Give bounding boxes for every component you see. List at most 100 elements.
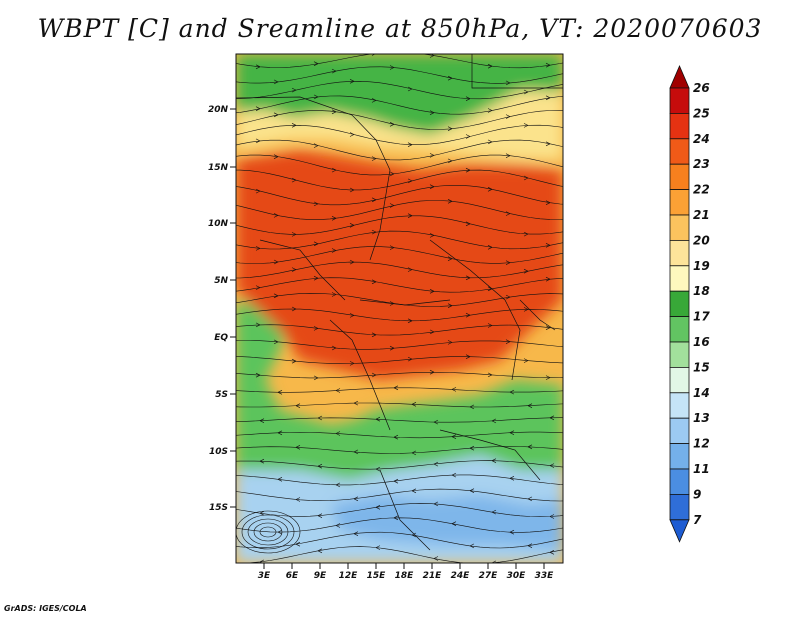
streamline-arrow bbox=[523, 123, 529, 128]
streamline-arrow bbox=[291, 358, 297, 364]
map-title: WBPT [C] and Sreamline at 850hPa, VT: 20… bbox=[37, 14, 763, 43]
streamline-arrow bbox=[487, 108, 493, 113]
streamline-arrow bbox=[389, 65, 395, 70]
streamline bbox=[236, 139, 563, 161]
streamline-arrow bbox=[545, 325, 551, 330]
streamline-arrow bbox=[295, 497, 301, 502]
lat-tick-label: EQ bbox=[214, 333, 228, 343]
colorbar-label: 21 bbox=[693, 208, 710, 222]
streamline-arrow bbox=[433, 501, 439, 507]
streamline-arrow bbox=[491, 458, 497, 463]
streamline-arrow bbox=[505, 114, 511, 119]
streamline-arrow bbox=[259, 458, 265, 464]
colorbar-label: 20 bbox=[693, 233, 710, 247]
streamline-vortex bbox=[241, 514, 295, 550]
streamline-arrow bbox=[523, 358, 529, 363]
streamline-arrow bbox=[527, 543, 533, 548]
lat-tick-label: 5N bbox=[214, 276, 228, 286]
streamline-vortex bbox=[259, 526, 277, 538]
colorbar-label: 16 bbox=[693, 335, 710, 349]
streamline-arrow bbox=[255, 64, 261, 70]
streamline-arrow bbox=[545, 200, 551, 205]
lon-tick-label: 3E bbox=[258, 571, 271, 581]
lon-tick-label: 24E bbox=[451, 571, 471, 581]
streamline-arrow bbox=[295, 541, 301, 547]
longitude-axis: 3E 6E 9E 12E 15E 18E 21E 24E 27E 30E 33E bbox=[258, 563, 554, 581]
streamline-arrow bbox=[523, 231, 529, 237]
streamline-arrow bbox=[429, 153, 435, 158]
streamline-arrow bbox=[433, 419, 439, 425]
colorbar-segment bbox=[669, 443, 690, 470]
colorbar-label: 25 bbox=[693, 106, 710, 120]
colorbar-segment bbox=[669, 87, 690, 114]
streamline-arrow bbox=[429, 233, 435, 238]
streamline-arrow bbox=[407, 356, 413, 362]
streamline bbox=[236, 66, 563, 84]
lat-tick-label: 10S bbox=[209, 447, 228, 457]
streamline-arrow bbox=[393, 385, 399, 391]
lon-tick-label: 21E bbox=[423, 571, 443, 581]
country-borders bbox=[236, 54, 563, 551]
streamline-arrow bbox=[255, 138, 261, 144]
streamline-arrow bbox=[509, 476, 515, 481]
lat-tick-label: 10N bbox=[208, 219, 229, 229]
lon-tick-label: 33E bbox=[535, 571, 555, 581]
streamline-arrow bbox=[349, 223, 355, 228]
streamline bbox=[236, 246, 563, 264]
streamline-arrow bbox=[469, 404, 475, 410]
streamline bbox=[236, 446, 563, 454]
streamline-arrow bbox=[335, 482, 341, 488]
streamline-arrow bbox=[447, 199, 453, 204]
streamline-arrow bbox=[487, 286, 493, 292]
streamline bbox=[236, 308, 563, 322]
streamline bbox=[236, 169, 563, 191]
streamline-arrow bbox=[313, 143, 319, 148]
streamline bbox=[236, 531, 563, 549]
streamline-arrow bbox=[335, 431, 341, 436]
streamline-arrow bbox=[371, 229, 377, 235]
streamline-arrow bbox=[331, 345, 337, 351]
colorbar-label: 9 bbox=[693, 487, 701, 501]
streamline-arrow bbox=[353, 496, 359, 502]
lon-tick-label: 18E bbox=[395, 571, 415, 581]
streamline-arrow bbox=[371, 197, 377, 203]
streamline-arrow bbox=[273, 112, 279, 118]
streamline-arrow bbox=[429, 184, 435, 189]
streamline-vortex bbox=[253, 522, 283, 542]
streamline bbox=[236, 95, 563, 115]
streamline-arrow bbox=[255, 285, 261, 290]
grads-credit: GrADS: IGES/COLA bbox=[4, 604, 87, 613]
streamline-arrow bbox=[277, 529, 283, 535]
streamline-arrow bbox=[389, 245, 395, 250]
streamline bbox=[236, 503, 563, 518]
streamline-arrow bbox=[465, 354, 471, 359]
streamline-arrow bbox=[469, 488, 475, 493]
streamline bbox=[236, 324, 563, 336]
streamline bbox=[236, 124, 563, 145]
colorbar-segment bbox=[669, 341, 690, 368]
streamline-arrow bbox=[375, 545, 381, 550]
streamline-arrow bbox=[451, 472, 457, 478]
colorbar-label: 14 bbox=[693, 386, 710, 400]
streamline-arrow bbox=[509, 389, 515, 395]
colorbar-segment bbox=[669, 366, 690, 394]
streamline-arrow bbox=[447, 158, 453, 164]
streamline-arrow bbox=[353, 449, 359, 455]
lon-tick-label: 30E bbox=[507, 571, 527, 581]
streamline-arrow bbox=[291, 87, 297, 93]
streamline-arrow bbox=[349, 132, 355, 137]
streamline-arrow bbox=[371, 332, 377, 338]
streamline-arrow bbox=[505, 260, 511, 265]
streamline-arrow bbox=[313, 94, 319, 100]
streamline-arrow bbox=[429, 110, 435, 115]
colorbar-bottom-arrow bbox=[669, 519, 690, 543]
streamline-arrow bbox=[451, 434, 457, 439]
streamline bbox=[236, 292, 563, 307]
streamline-arrow bbox=[353, 400, 359, 406]
colorbar-segment bbox=[669, 316, 690, 343]
streamline-arrow bbox=[523, 268, 529, 274]
streamline bbox=[236, 474, 563, 486]
streamline-arrow bbox=[349, 259, 355, 265]
streamline-arrow bbox=[447, 303, 453, 308]
zone-north-green bbox=[236, 54, 563, 135]
